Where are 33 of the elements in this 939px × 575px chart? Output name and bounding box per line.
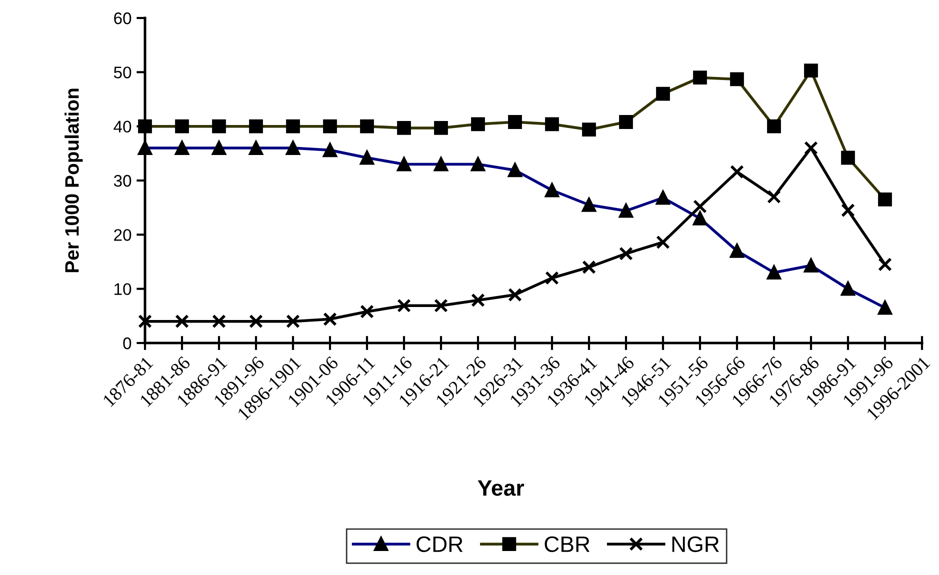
point [212,314,226,328]
legend-label: CBR [544,536,590,552]
y-tick-label: 20 [114,229,132,241]
point [471,293,485,308]
point [508,288,522,302]
point [286,314,300,328]
y-tick-label: 60 [114,12,132,24]
y-axis-title: Per 1000 Population [64,88,83,272]
y-tick-label: 30 [114,174,132,187]
point [804,141,818,155]
y-tick-label: 50 [114,66,132,78]
point [397,298,411,313]
point [767,190,781,204]
point [619,246,633,261]
point [249,314,263,328]
y-tick-label: 0 [123,337,132,350]
y-tick-label: 10 [114,283,132,296]
point [878,258,892,272]
point [582,260,596,274]
point [545,271,559,285]
legend-label: NGR [672,536,719,552]
point [360,304,374,319]
point [730,164,744,179]
point [138,314,152,328]
x-axis-title: Year [478,480,524,496]
point [656,235,670,250]
point [323,312,337,326]
point [175,314,189,328]
point [841,203,855,218]
legend-label: CDR [416,536,463,552]
y-tick-label: 40 [114,120,132,133]
point [693,200,707,214]
point [434,298,448,313]
